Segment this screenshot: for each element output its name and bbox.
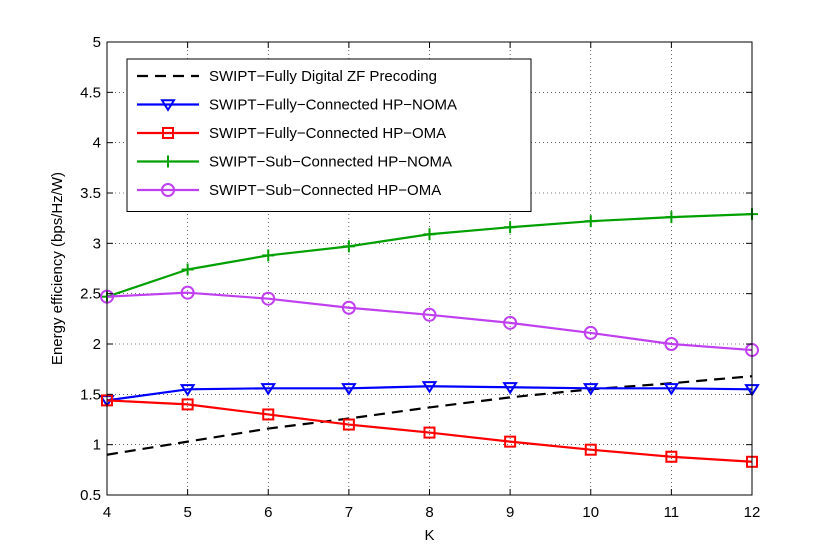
legend-entry: SWIPT−Sub−Connected HP−NOMA	[137, 154, 452, 171]
data-point-marker	[423, 426, 436, 439]
data-point-marker	[663, 383, 680, 396]
legend-label: SWIPT−Sub−Connected HP−NOMA	[209, 154, 452, 171]
data-point-marker	[584, 443, 597, 456]
series-layer	[99, 208, 760, 468]
x-tick-label: 7	[345, 504, 353, 521]
legend-entry: SWIPT−Fully−Connected HP−OMA	[137, 125, 446, 142]
y-tick-label: 1.5	[80, 386, 101, 403]
legend-marker	[162, 127, 174, 139]
x-tick-label: 12	[744, 504, 761, 521]
x-tick-label: 5	[183, 504, 191, 521]
data-point-marker	[502, 382, 518, 395]
y-tick-label: 3	[93, 235, 101, 252]
y-tick-label: 0.5	[80, 487, 101, 504]
data-point-marker	[422, 307, 437, 322]
legend-entry: SWIPT−Sub−Connected HP−OMA	[137, 182, 441, 199]
series-line	[106, 375, 753, 456]
series-line	[106, 291, 753, 352]
data-point-marker	[583, 325, 598, 340]
data-point-marker	[665, 450, 678, 463]
data-point-marker	[582, 383, 599, 396]
legend-label: SWIPT−Sub−Connected HP−OMA	[209, 182, 441, 199]
series-1	[106, 375, 753, 456]
legend-marker	[161, 183, 175, 197]
y-tick-label: 1	[93, 437, 101, 454]
data-point-marker	[421, 381, 438, 394]
data-point-marker	[260, 383, 277, 396]
y-tick-label: 2	[93, 336, 101, 353]
x-tick-label: 10	[582, 504, 599, 521]
data-point-marker	[179, 384, 196, 397]
legend-entry: SWIPT−Fully−Connected HP−NOMA	[137, 97, 457, 114]
data-point-marker	[262, 249, 275, 262]
legend-marker	[162, 155, 174, 168]
legend-label: SWIPT−Fully−Connected HP−NOMA	[209, 97, 457, 114]
legend-marker	[160, 99, 176, 112]
axis-ticks: 4 5 6 7 8 9 10 11 12 0.5 1 1.5 2 2.5 3 3.5 4 4.5 5	[80, 34, 760, 521]
data-point-marker	[664, 337, 679, 351]
x-tick-label: 11	[664, 504, 680, 521]
x-tick-label: 8	[425, 504, 433, 521]
x-axis-label: K	[424, 527, 434, 544]
x-tick-label: 9	[506, 504, 514, 521]
data-point-marker	[342, 240, 355, 253]
data-point-marker	[503, 315, 518, 330]
data-point-marker	[423, 228, 436, 241]
x-tick-label: 4	[103, 504, 111, 521]
data-point-marker	[665, 211, 678, 224]
y-tick-label: 5	[93, 34, 101, 51]
data-point-marker	[504, 435, 517, 448]
data-point-marker	[181, 263, 194, 276]
y-axis-label: Energy efficiency (bps/Hz/W)	[49, 172, 66, 365]
series-line	[106, 399, 753, 463]
series-5	[100, 285, 759, 358]
legend-box	[126, 58, 532, 212]
y-tick-label: 4.5	[80, 84, 101, 101]
y-tick-label: 4	[93, 135, 101, 152]
data-point-marker	[504, 221, 517, 234]
series-line	[106, 385, 753, 402]
data-point-marker	[181, 398, 194, 411]
data-point-marker	[262, 408, 275, 421]
y-tick-label: 2.5	[80, 286, 101, 303]
legend-label: SWIPT−Fully Digital ZF Precoding	[209, 68, 437, 85]
data-point-marker	[180, 285, 195, 300]
legend-entry: SWIPT−Fully Digital ZF Precoding	[137, 68, 437, 85]
x-tick-label: 6	[264, 504, 272, 521]
series-3	[101, 394, 758, 468]
data-point-marker	[261, 291, 276, 306]
data-point-marker	[341, 300, 356, 315]
y-tick-label: 3.5	[80, 185, 101, 202]
legend-label: SWIPT−Fully−Connected HP−OMA	[209, 125, 446, 142]
data-point-marker	[584, 215, 597, 228]
legend: SWIPT−Fully Digital ZF Precoding SWIPT−Fu…	[126, 58, 532, 212]
data-point-marker	[341, 383, 357, 396]
data-point-marker	[342, 418, 355, 431]
